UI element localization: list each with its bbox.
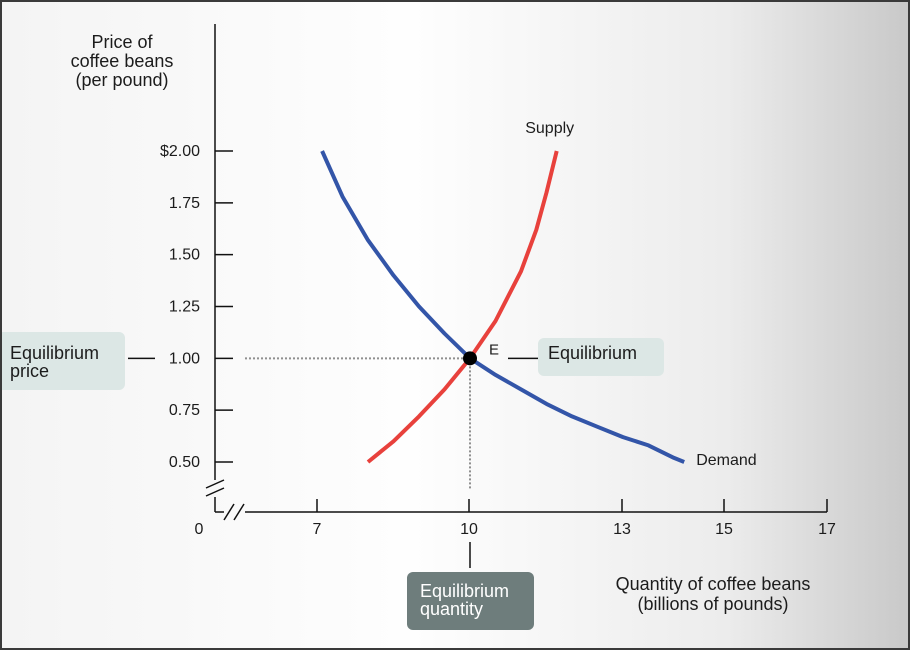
equilibrium-quantity-box: Equilibrium quantity [407,572,534,630]
x-tick-label: 7 [313,521,322,538]
demand-curve [320,150,685,464]
y-axis-break-mark [205,487,225,497]
y-axis-title: (per pound) [75,70,168,90]
x-axis-title: Quantity of coffee beans [616,574,811,594]
y-tick-label: $2.00 [160,143,200,160]
x-axis-break-mark [223,503,235,521]
y-tick-label: 0.75 [169,402,200,419]
supply-curve [366,150,559,464]
y-tick-label: 1.25 [169,299,200,316]
y-tick-label: 1.50 [169,247,200,264]
x-tick-label: 0 [195,521,204,538]
y-tick-label: 0.50 [169,454,200,471]
y-axis-title: coffee beans [71,51,174,71]
y-tick-label: 1.00 [169,350,200,367]
equilibrium-quantity-label: Equilibrium quantity [420,581,510,619]
y-tick-label: 1.75 [169,195,200,212]
x-tick-label: 13 [613,521,631,538]
x-tick-label: 17 [818,521,836,538]
x-axis-title: (billions of pounds) [637,594,788,614]
x-tick-label: 10 [460,521,478,538]
equilibrium-point-label: Equilibrium [548,343,638,363]
demand-curve-label: Demand [696,452,756,469]
x-tick-label: 15 [715,521,733,538]
equilibrium-point-letter: E [489,341,499,358]
supply-curve-label: Supply [525,120,574,137]
x-axis-break-mark [233,503,245,521]
equilibrium-price-box: Equilibrium price [2,332,125,390]
equilibrium-point-marker [463,351,477,366]
equilibrium-price-label: Equilibrium price [10,343,100,381]
y-axis-break-mark [205,479,225,489]
y-axis-title: Price of [91,32,153,52]
equilibrium-point-box: Equilibrium [538,338,664,376]
